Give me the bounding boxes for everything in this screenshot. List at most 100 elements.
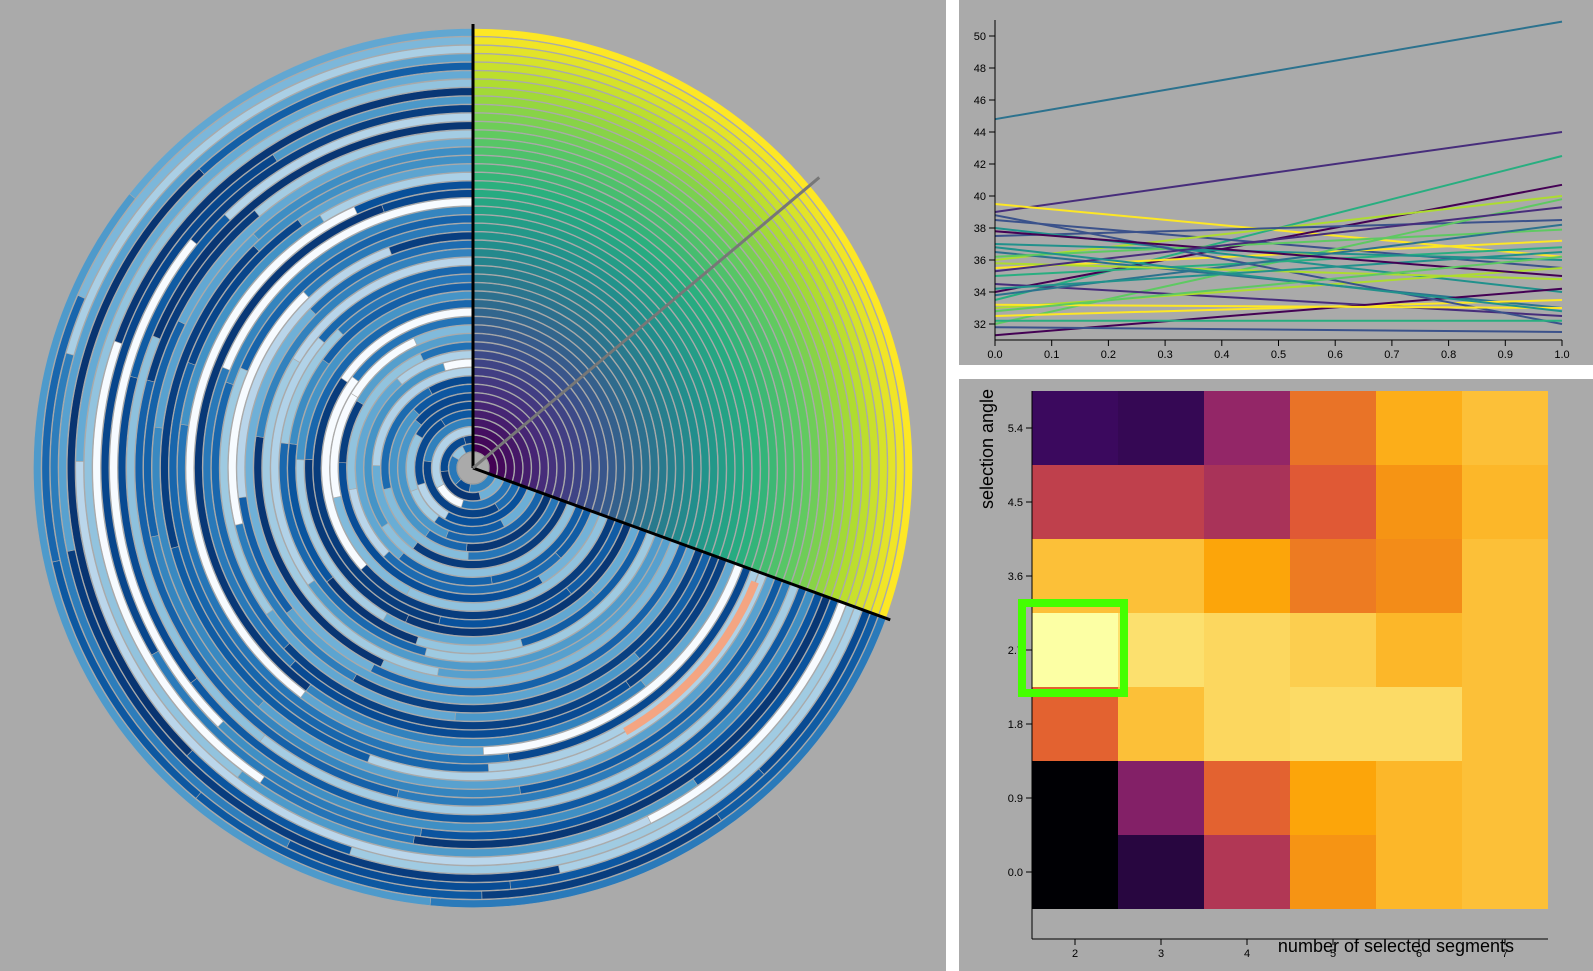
heatmap-cell[interactable] bbox=[1032, 391, 1118, 465]
line-x-tick-label: 0.9 bbox=[1498, 349, 1513, 361]
heatmap-cell[interactable] bbox=[1376, 687, 1462, 761]
line-y-tick-label: 34 bbox=[974, 287, 986, 299]
heatmap-cell[interactable] bbox=[1462, 835, 1548, 909]
line-y-tick: 46 bbox=[974, 95, 995, 107]
heatmap-cell[interactable] bbox=[1118, 539, 1204, 613]
line-x-tick: 1.0 bbox=[1554, 340, 1570, 361]
heatmap-y-tick-label: 0.0 bbox=[1008, 867, 1023, 879]
line-x-tick: 0.8 bbox=[1441, 340, 1456, 361]
line-x-tick-label: 0.7 bbox=[1384, 349, 1399, 361]
heatmap-cell[interactable] bbox=[1032, 465, 1118, 539]
line-y-tick-label: 46 bbox=[974, 95, 986, 107]
heatmap-y-tick-label: 3.6 bbox=[1008, 571, 1023, 583]
line-series-1 bbox=[994, 20, 1563, 121]
line-series-27 bbox=[994, 326, 1563, 333]
heatmap-cell[interactable] bbox=[1462, 539, 1548, 613]
line-y-tick-label: 50 bbox=[974, 31, 986, 43]
line-y-tick: 34 bbox=[974, 287, 995, 299]
line-x-tick-label: 0.3 bbox=[1157, 349, 1172, 361]
heatmap-y-tick: 1.8 bbox=[1008, 719, 1032, 731]
heatmap-cell[interactable] bbox=[1204, 539, 1290, 613]
heatmap-cell[interactable] bbox=[1462, 687, 1548, 761]
line-x-tick-label: 0.1 bbox=[1044, 349, 1059, 361]
line-chart-panel: 0.0 0.1 0.2 0.3 0.4 0.5 0.6 0.7 0.8 0.9 1.0 32 34 36 3… bbox=[959, 0, 1593, 365]
line-series-13 bbox=[994, 246, 1563, 277]
heatmap-cell[interactable] bbox=[1204, 613, 1290, 687]
heatmap-cell[interactable] bbox=[1376, 613, 1462, 687]
heatmap-cell[interactable] bbox=[1290, 835, 1376, 909]
heatmap-selected-cell-highlight[interactable] bbox=[1018, 599, 1128, 697]
heatmap-cell[interactable] bbox=[1462, 613, 1548, 687]
heatmap-x-tick: 3 bbox=[1158, 939, 1164, 960]
heatmap-x-tick-label: 5 bbox=[1330, 948, 1336, 960]
heatmap-cell[interactable] bbox=[1290, 391, 1376, 465]
line-series-19 bbox=[994, 228, 1563, 258]
heatmap-x-tick-label: 2 bbox=[1072, 948, 1078, 960]
line-y-tick: 32 bbox=[974, 319, 995, 331]
line-y-tick-label: 36 bbox=[974, 255, 986, 267]
heatmap-cell[interactable] bbox=[1290, 613, 1376, 687]
line-series-25 bbox=[994, 230, 1563, 277]
heatmap-x-tick: 2 bbox=[1072, 939, 1078, 960]
heatmap-cell[interactable] bbox=[1462, 465, 1548, 539]
line-series-14 bbox=[994, 283, 1563, 317]
heatmap-cell[interactable] bbox=[1290, 539, 1376, 613]
heatmap-y-axis-label: selection angle bbox=[977, 389, 997, 509]
heatmap-cell[interactable] bbox=[1376, 761, 1462, 835]
heatmap-cell[interactable] bbox=[1032, 761, 1118, 835]
radial-ring-chart[interactable] bbox=[0, 0, 946, 971]
line-y-tick: 36 bbox=[974, 255, 995, 267]
heatmap-cell[interactable] bbox=[1118, 835, 1204, 909]
line-y-tick-label: 40 bbox=[974, 191, 986, 203]
line-series-3 bbox=[994, 203, 1563, 258]
heatmap-cell[interactable] bbox=[1376, 391, 1462, 465]
selection-boundary-end[interactable] bbox=[472, 466, 891, 622]
line-series-17 bbox=[994, 299, 1563, 317]
line-series-2 bbox=[994, 131, 1563, 213]
radial-highlighted-arc[interactable] bbox=[623, 580, 759, 736]
line-x-tick-label: 1.0 bbox=[1554, 349, 1569, 361]
heatmap-cell[interactable] bbox=[1032, 835, 1118, 909]
line-x-tick-label: 0.0 bbox=[987, 349, 1002, 361]
heatmap-cell[interactable] bbox=[1204, 835, 1290, 909]
line-y-tick-label: 32 bbox=[974, 319, 986, 331]
heatmap-panel[interactable]: number of selected segments selection an… bbox=[959, 379, 1593, 971]
heatmap-cell[interactable] bbox=[1204, 391, 1290, 465]
heatmap-cell[interactable] bbox=[1118, 613, 1204, 687]
heatmap-cell[interactable] bbox=[1204, 465, 1290, 539]
line-x-tick-label: 0.5 bbox=[1271, 349, 1286, 361]
heatmap-cell[interactable] bbox=[1204, 687, 1290, 761]
heatmap-cell[interactable] bbox=[1462, 391, 1548, 465]
heatmap-cell[interactable] bbox=[1462, 761, 1548, 835]
heatmap-cell[interactable] bbox=[1290, 687, 1376, 761]
heatmap-cell[interactable] bbox=[1118, 761, 1204, 835]
heatmap-cell[interactable] bbox=[1118, 391, 1204, 465]
line-series-23 bbox=[994, 251, 1563, 290]
line-y-tick: 38 bbox=[974, 223, 995, 235]
heatmap-x-tick: 5 bbox=[1330, 939, 1336, 960]
heatmap-cell[interactable] bbox=[1376, 835, 1462, 909]
heatmap-cell[interactable] bbox=[1118, 465, 1204, 539]
heatmap-cell[interactable] bbox=[1290, 465, 1376, 539]
line-x-tick: 0.5 bbox=[1271, 340, 1286, 361]
line-x-tick: 0.2 bbox=[1101, 340, 1116, 361]
heatmap-cell[interactable] bbox=[1376, 539, 1462, 613]
radial-chart-panel[interactable] bbox=[0, 0, 946, 971]
heatmap-x-tick-label: 6 bbox=[1416, 948, 1422, 960]
parameter-heatmap[interactable]: number of selected segments selection an… bbox=[959, 379, 1593, 971]
heatmap-y-tick: 0.9 bbox=[1008, 793, 1032, 805]
heatmap-y-tick: 3.6 bbox=[1008, 571, 1032, 583]
heatmap-cell[interactable] bbox=[1118, 687, 1204, 761]
heatmap-cell[interactable] bbox=[1204, 761, 1290, 835]
heatmap-cell[interactable] bbox=[1376, 465, 1462, 539]
line-series-28 bbox=[994, 206, 1563, 273]
line-x-tick: 0.3 bbox=[1157, 340, 1173, 361]
line-x-tick: 0.9 bbox=[1498, 340, 1513, 361]
heatmap-y-tick: 0.0 bbox=[1008, 867, 1032, 879]
heatmap-y-tick-label: 1.8 bbox=[1008, 719, 1023, 731]
heatmap-cell[interactable] bbox=[1290, 761, 1376, 835]
line-x-tick-label: 0.2 bbox=[1101, 349, 1116, 361]
heatmap-x-tick-label: 3 bbox=[1158, 948, 1164, 960]
heatmap-cell[interactable] bbox=[1032, 613, 1118, 687]
heatmap-cell[interactable] bbox=[1032, 687, 1118, 761]
